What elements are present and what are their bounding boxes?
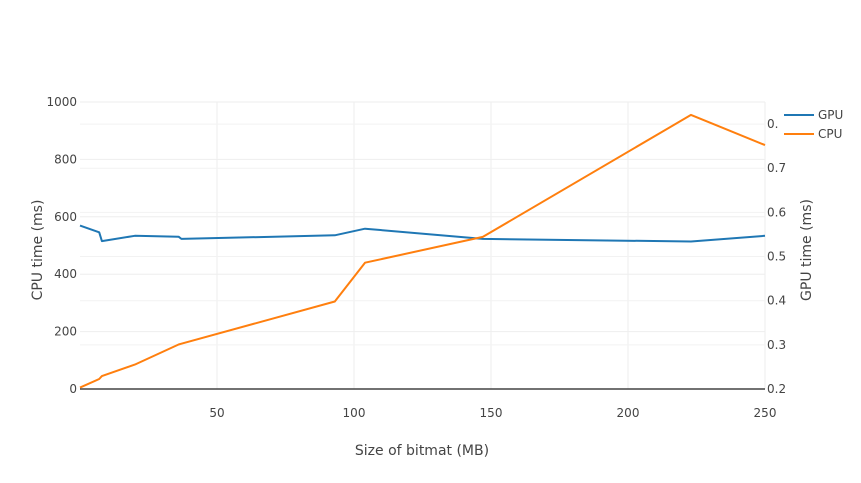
x-tick-label: 100 xyxy=(343,406,366,420)
y2-tick-label: 0.7 xyxy=(767,161,786,175)
y2-tick-label: 0.3 xyxy=(767,338,786,352)
x-tick-label: 250 xyxy=(754,406,777,420)
x-tick-label: 150 xyxy=(480,406,503,420)
y2-tick-label: 0.6 xyxy=(767,205,786,219)
series-line-cpu xyxy=(79,113,766,389)
series-layer xyxy=(79,113,766,389)
y2-axis-title: GPU time (ms) xyxy=(799,199,815,301)
x-tick-label: 200 xyxy=(617,406,640,420)
y-tick-label: 600 xyxy=(54,210,77,224)
y2-tick-labels: 0.20.30.40.50.60.70.8 xyxy=(767,117,786,396)
legend-label-cpu: CPU xyxy=(818,127,842,141)
x-tick-labels: 50 100 150 200 250 xyxy=(209,406,776,420)
legend: GPU CPU xyxy=(778,104,848,144)
plot-background xyxy=(80,102,765,389)
x-tick-label: 50 xyxy=(209,406,224,420)
y2-tick-label: 0.5 xyxy=(767,250,786,264)
series-line-gpu xyxy=(79,224,766,243)
y-tick-label: 1000 xyxy=(46,95,77,109)
y-tick-label: 800 xyxy=(54,152,77,166)
y2-tick-label: 0.4 xyxy=(767,294,786,308)
legend-background xyxy=(778,104,848,144)
y-tick-label: 400 xyxy=(54,267,77,281)
y2-tick-label: 0.2 xyxy=(767,382,786,396)
y-tick-labels: 0 200 400 600 800 1000 xyxy=(46,95,77,396)
x-axis-title: Size of bitmat (MB) xyxy=(355,443,489,459)
grid xyxy=(80,101,766,389)
legend-label-gpu: GPU xyxy=(818,108,843,122)
y-tick-label: 200 xyxy=(54,325,77,339)
y-axis-title: CPU time (ms) xyxy=(30,200,46,301)
y-tick-label: 0 xyxy=(69,382,77,396)
